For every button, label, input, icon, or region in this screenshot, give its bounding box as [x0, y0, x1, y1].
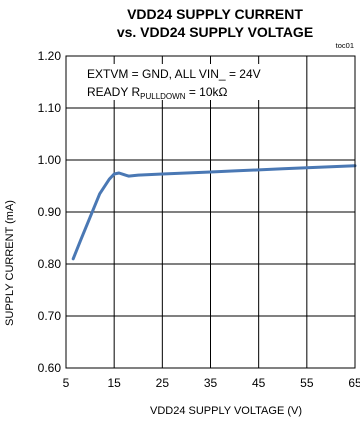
figure-id: toc01: [336, 41, 354, 50]
annotation-line-1: EXTVM = GND, ALL VIN_ = 24V: [87, 67, 261, 81]
x-tick-label: 5: [63, 376, 70, 390]
annotation-box: EXTVM = GND, ALL VIN_ = 24V READY RPULLD…: [84, 64, 264, 101]
annotation-line-2-subscript: PULLDOWN: [140, 92, 186, 101]
y-tick-label: 1.00: [38, 153, 62, 167]
series-line-supply-current: [71, 164, 357, 261]
y-axis-label: SUPPLY CURRENT (mA): [4, 200, 16, 326]
x-tick-label: 65: [348, 376, 360, 390]
x-tick-label: 25: [156, 376, 170, 390]
y-tick-label: 0.80: [38, 257, 62, 271]
y-tick-label: 1.10: [38, 101, 62, 115]
x-tick-label: 35: [204, 376, 218, 390]
plot-frame: [65, 55, 356, 369]
x-axis-label: VDD24 SUPPLY VOLTAGE (V): [150, 405, 302, 417]
y-tick-label: 0.60: [38, 361, 62, 375]
annotation-line-2-prefix: READY R: [87, 85, 140, 99]
y-tick-label: 0.90: [38, 205, 62, 219]
tick-labels: 5 15 25 35 45 55 65 0.60 0.70 0.80 0.90 1.00 1.10 1.2…: [38, 49, 360, 390]
x-tick-label: 45: [252, 376, 266, 390]
y-tick-label: 0.70: [38, 309, 62, 323]
chart-title-line-1: VDD24 SUPPLY CURRENT: [127, 6, 303, 22]
x-tick-label: 55: [300, 376, 314, 390]
grid: [66, 56, 355, 368]
annotation-background: [84, 64, 264, 100]
annotation-line-2: READY RPULLDOWN = 10kΩ: [87, 85, 228, 101]
y-tick-label: 1.20: [38, 49, 62, 63]
x-tick-label: 15: [107, 376, 121, 390]
annotation-line-2-suffix: = 10kΩ: [185, 85, 227, 99]
chart-title-line-2: vs. VDD24 SUPPLY VOLTAGE: [117, 24, 313, 40]
